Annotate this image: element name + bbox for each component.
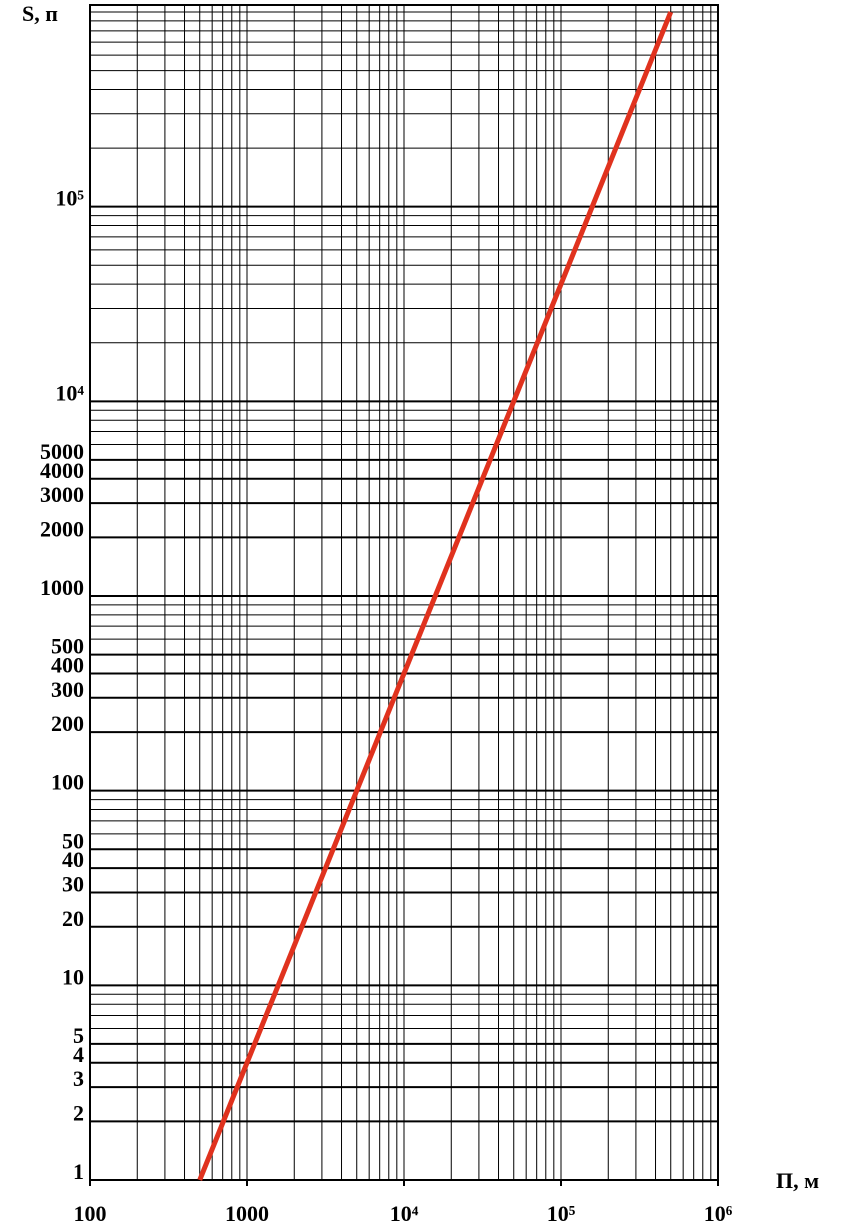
- y-tick-label: 2: [73, 1100, 84, 1125]
- y-tick-label: 5: [73, 1023, 84, 1048]
- y-tick-label: 10⁴: [55, 380, 84, 405]
- y-tick-label: 500: [51, 634, 84, 659]
- plot-frame: [89, 4, 719, 1181]
- y-tick-label: 1000: [40, 575, 84, 600]
- x-tick-label: 10⁶: [704, 1201, 733, 1226]
- data-line: [197, 11, 674, 1181]
- x-tick-label: 100: [74, 1201, 107, 1226]
- y-tick-label: 4: [73, 1042, 84, 1067]
- y-tick-label: 3: [73, 1066, 84, 1091]
- y-tick-label: 30: [62, 872, 84, 897]
- y-tick-label: 100: [51, 770, 84, 795]
- x-axis-label: П, м: [776, 1168, 819, 1193]
- y-axis-label: S, п: [22, 1, 58, 26]
- y-tick-label: 20: [62, 906, 84, 931]
- y-tick-label: 5000: [40, 439, 84, 464]
- y-tick-label: 2000: [40, 516, 84, 541]
- y-tick-label: 50: [62, 828, 84, 853]
- y-tick-label: 200: [51, 711, 84, 736]
- y-tick-label: 40: [62, 847, 84, 872]
- y-tick-label: 10⁵: [55, 186, 84, 211]
- y-tick-label: 300: [51, 677, 84, 702]
- x-tick-label: 10⁵: [547, 1201, 576, 1226]
- y-tick-label: 3000: [40, 482, 84, 507]
- y-tick-label: 1: [73, 1159, 84, 1184]
- x-tick-label: 10⁴: [390, 1201, 419, 1226]
- y-tick-label: 4000: [40, 458, 84, 483]
- y-tick-label: 10: [62, 964, 84, 989]
- x-tick-label: 1000: [225, 1201, 269, 1226]
- y-tick-label: 400: [51, 653, 84, 678]
